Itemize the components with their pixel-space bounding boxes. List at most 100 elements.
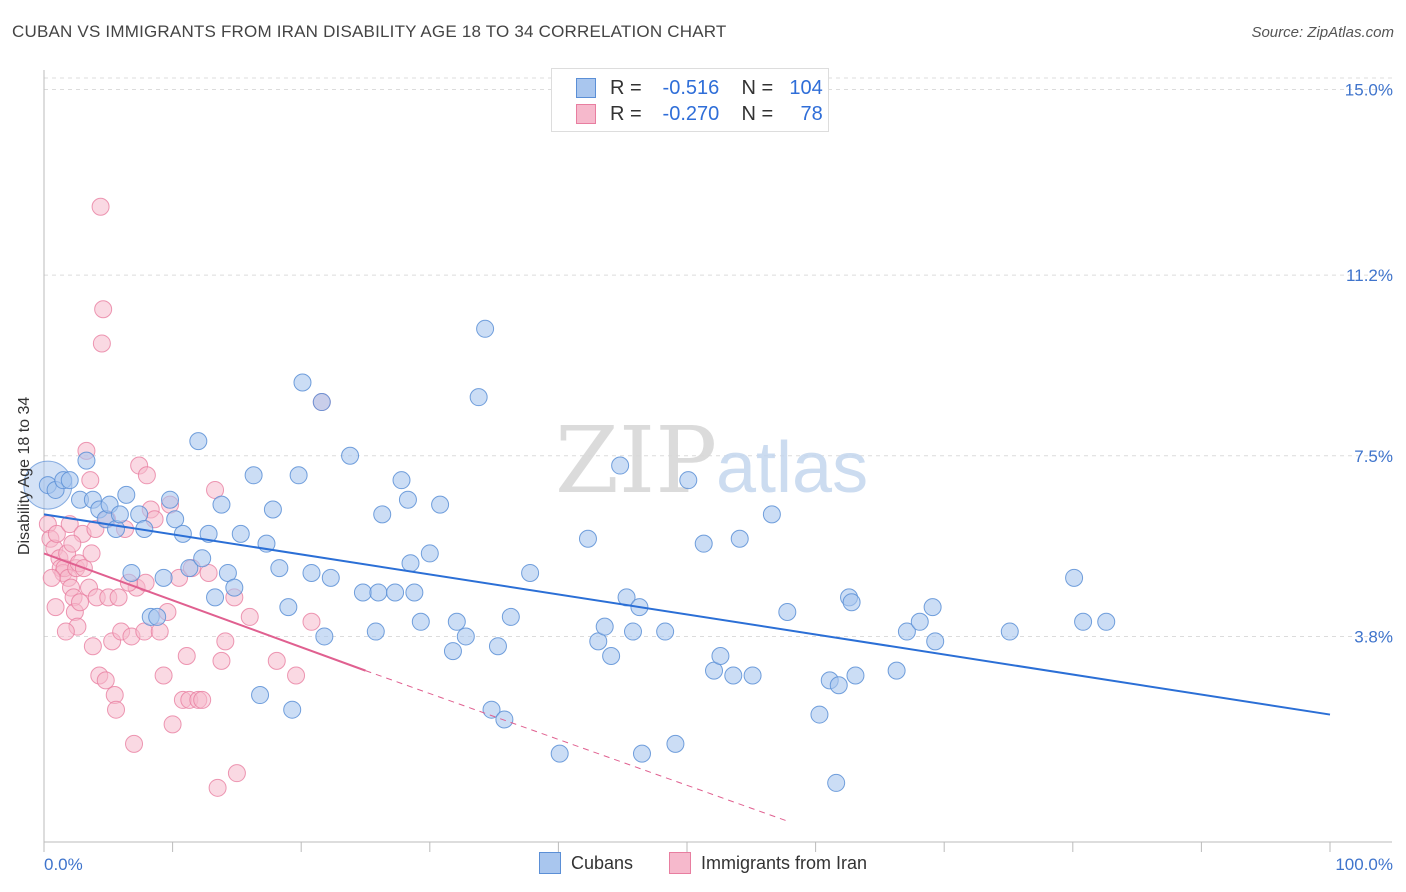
iran-point — [227, 764, 246, 783]
cuban-point — [166, 510, 185, 529]
cuban-point — [206, 588, 225, 607]
cuban-point — [77, 451, 96, 470]
iran-point — [212, 651, 231, 670]
cuban-point — [495, 710, 514, 729]
cuban-point — [366, 622, 385, 641]
cuban-point — [501, 607, 520, 626]
cuban-point — [611, 456, 630, 475]
cuban-point — [312, 393, 331, 412]
correlation-legend: R = -0.516 N = 104 R = -0.270 N = 78 — [551, 68, 829, 132]
iran-point — [107, 700, 126, 719]
cuban-point — [578, 529, 597, 548]
cuban-point — [724, 666, 743, 685]
cuban-point — [1000, 622, 1019, 641]
x-tick-label: 100.0% — [1335, 855, 1393, 874]
iran-point — [177, 646, 196, 665]
cuban-point — [225, 578, 244, 597]
grid-lines — [44, 77, 1392, 637]
cuban-point — [476, 319, 495, 338]
cuban-point — [694, 534, 713, 553]
cuban-point — [289, 466, 308, 485]
cuban-point — [401, 554, 420, 573]
cubans-trend-line — [43, 513, 1331, 716]
cuban-point — [482, 700, 501, 719]
cuban-point — [302, 563, 321, 582]
legend-label-cubans: Cubans — [570, 852, 633, 873]
watermark-zip: ZIP — [555, 407, 717, 514]
cuban-point — [231, 524, 250, 543]
legend-label-iran: Immigrants from Iran — [701, 852, 868, 873]
iran-point — [71, 593, 90, 612]
cuban-point — [656, 622, 675, 641]
cuban-point — [60, 471, 79, 490]
cuban-point — [293, 373, 312, 392]
cuban-point — [154, 568, 173, 587]
cuban-point — [926, 632, 945, 651]
cuban-point — [411, 612, 430, 631]
cuban-point — [244, 466, 263, 485]
iran-point — [81, 471, 100, 490]
cuban-point — [829, 676, 848, 695]
cuban-point — [117, 485, 136, 504]
cuban-point — [521, 563, 540, 582]
y-axis-label: Disability Age 18 to 34 — [16, 396, 33, 555]
y-tick-label: 3.8% — [1354, 627, 1393, 646]
cuban-point — [842, 593, 861, 612]
y-tick-labels: 3.8% 7.5% 11.2% 15.0% — [1345, 81, 1393, 647]
cuban-point — [887, 661, 906, 680]
x-tick-labels: 0.0% 100.0% — [44, 855, 1393, 874]
cuban-point — [315, 627, 334, 646]
iran-point — [154, 666, 173, 685]
iran-swatch — [576, 104, 596, 124]
cuban-point — [810, 705, 829, 724]
iran-point — [96, 671, 115, 690]
chart-source: Source: ZipAtlas.com — [1251, 24, 1394, 41]
cuban-point — [910, 612, 929, 631]
cubans-swatch — [576, 78, 596, 98]
cuban-point — [456, 627, 475, 646]
legend-item-cubans: Cubans — [538, 852, 633, 874]
cuban-point — [679, 471, 698, 490]
cuban-point — [392, 471, 411, 490]
cuban-point — [488, 637, 507, 656]
iran-point — [287, 666, 306, 685]
watermark-atlas: atlas — [716, 428, 868, 508]
cuban-point — [279, 598, 298, 617]
cubans-swatch — [538, 852, 561, 874]
iran-point — [63, 534, 82, 553]
cuban-point — [666, 734, 685, 753]
cuban-point — [846, 666, 865, 685]
cuban-point — [193, 549, 212, 568]
iran-points — [38, 197, 331, 797]
cuban-point — [180, 559, 199, 578]
iran-point — [125, 734, 144, 753]
iran-point — [92, 334, 111, 353]
iran-trend-line — [43, 552, 366, 672]
cuban-point — [369, 583, 388, 602]
cuban-point — [161, 490, 180, 509]
n-value-iran: 78 — [800, 102, 823, 125]
cuban-point — [431, 495, 450, 514]
cuban-point — [122, 563, 141, 582]
iran-trend-extension — [365, 670, 791, 823]
iran-point — [240, 607, 259, 626]
cuban-point — [373, 505, 392, 524]
iran-point — [109, 588, 128, 607]
r-value-iran: -0.270 — [662, 102, 720, 125]
cuban-point — [778, 603, 797, 622]
cuban-point — [353, 583, 372, 602]
iran-point — [91, 197, 110, 216]
trend-lines — [43, 513, 1331, 823]
cuban-point — [923, 598, 942, 617]
n-value-cubans: 104 — [789, 76, 823, 99]
cuban-point — [110, 505, 129, 524]
legend-row-cubans: R = -0.516 N = 104 — [576, 77, 823, 99]
cuban-point — [270, 559, 289, 578]
cuban-point — [632, 744, 651, 763]
cuban-point — [743, 666, 762, 685]
series-legend: Cubans Immigrants from Iran — [0, 852, 1406, 874]
legend-row-iran: R = -0.270 N = 78 — [576, 103, 823, 125]
cuban-point — [341, 446, 360, 465]
cuban-point — [550, 744, 569, 763]
iran-point — [137, 466, 156, 485]
